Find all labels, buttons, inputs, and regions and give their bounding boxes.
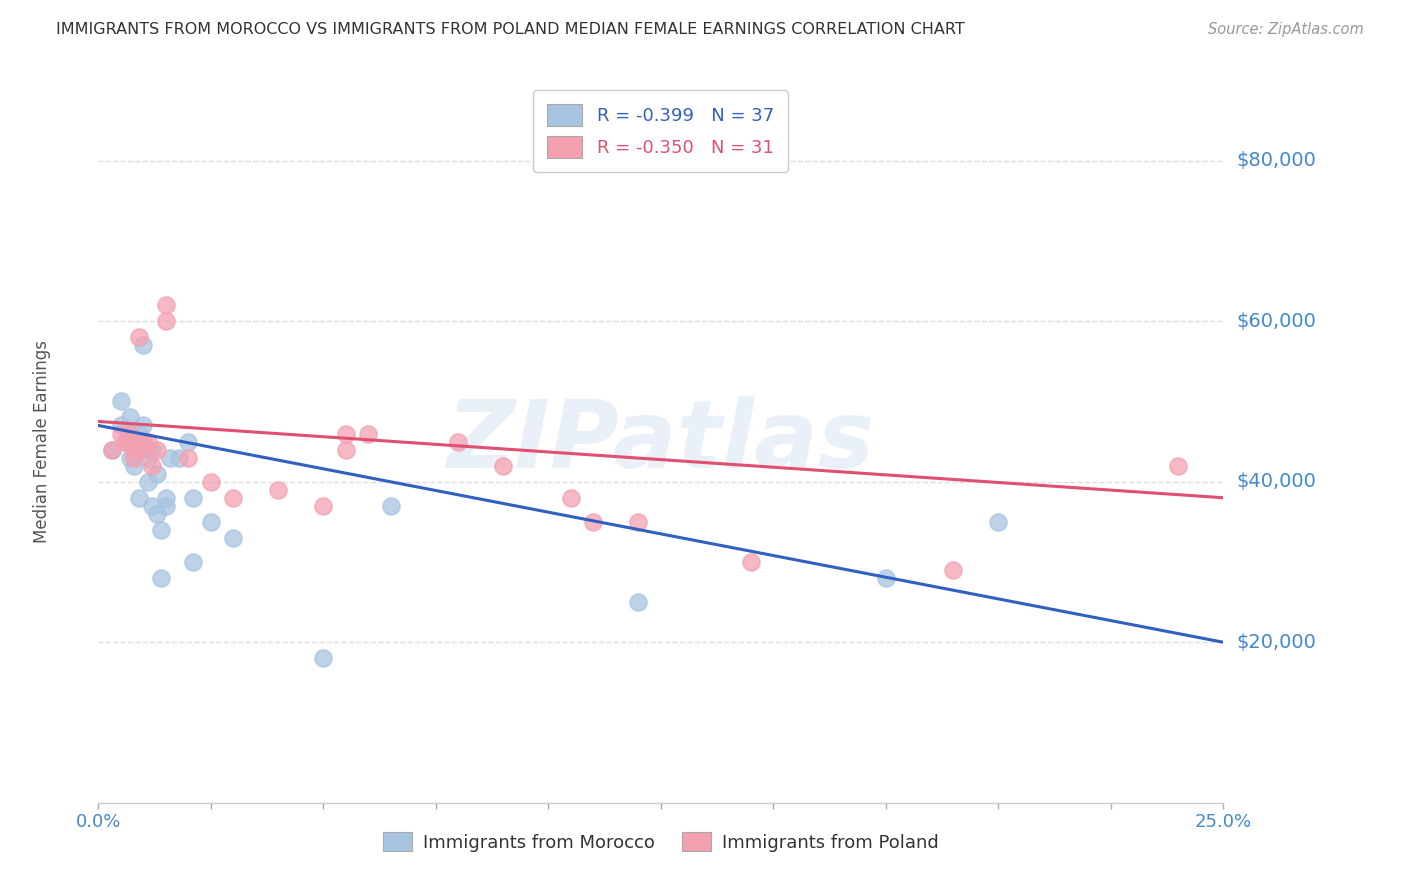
Point — [110, 394, 132, 409]
Point — [136, 475, 159, 489]
Point — [312, 499, 335, 513]
Point — [128, 426, 150, 441]
Point — [627, 595, 650, 609]
Point — [267, 483, 290, 497]
Point — [177, 434, 200, 449]
Text: $60,000: $60,000 — [1237, 311, 1316, 331]
Point — [560, 491, 582, 505]
Point — [124, 458, 146, 473]
Point — [222, 531, 245, 545]
Point — [124, 450, 146, 465]
Point — [136, 434, 159, 449]
Point — [141, 499, 163, 513]
Point — [146, 467, 169, 481]
Point — [312, 651, 335, 665]
Point — [177, 450, 200, 465]
Point — [155, 499, 177, 513]
Text: ZIPatlas: ZIPatlas — [447, 395, 875, 488]
Point — [1167, 458, 1189, 473]
Point — [141, 442, 163, 457]
Point — [146, 507, 169, 521]
Point — [132, 418, 155, 433]
Point — [200, 515, 222, 529]
Point — [155, 491, 177, 505]
Point — [942, 563, 965, 577]
Point — [128, 442, 150, 457]
Point — [114, 434, 136, 449]
Point — [124, 442, 146, 457]
Point — [200, 475, 222, 489]
Point — [101, 442, 124, 457]
Point — [447, 434, 470, 449]
Point — [118, 426, 141, 441]
Point — [118, 426, 141, 441]
Point — [118, 434, 141, 449]
Point — [875, 571, 897, 585]
Point — [987, 515, 1010, 529]
Point — [128, 330, 150, 344]
Point — [222, 491, 245, 505]
Point — [124, 442, 146, 457]
Text: Median Female Earnings: Median Female Earnings — [34, 340, 51, 543]
Point — [335, 426, 357, 441]
Point — [380, 499, 402, 513]
Point — [114, 434, 136, 449]
Legend: Immigrants from Morocco, Immigrants from Poland: Immigrants from Morocco, Immigrants from… — [375, 824, 946, 859]
Text: $20,000: $20,000 — [1237, 632, 1316, 652]
Point — [132, 338, 155, 352]
Point — [740, 555, 762, 569]
Point — [101, 442, 124, 457]
Point — [181, 555, 204, 569]
Point — [159, 450, 181, 465]
Text: $80,000: $80,000 — [1237, 151, 1316, 170]
Point — [155, 298, 177, 312]
Point — [357, 426, 380, 441]
Text: $40,000: $40,000 — [1237, 472, 1316, 491]
Point — [335, 442, 357, 457]
Point — [110, 418, 132, 433]
Text: Source: ZipAtlas.com: Source: ZipAtlas.com — [1208, 22, 1364, 37]
Point — [155, 314, 177, 328]
Point — [582, 515, 605, 529]
Point — [132, 434, 155, 449]
Point — [181, 491, 204, 505]
Point — [141, 458, 163, 473]
Point — [150, 523, 173, 537]
Point — [627, 515, 650, 529]
Point — [118, 410, 141, 425]
Point — [150, 571, 173, 585]
Point — [128, 491, 150, 505]
Point — [118, 450, 141, 465]
Text: IMMIGRANTS FROM MOROCCO VS IMMIGRANTS FROM POLAND MEDIAN FEMALE EARNINGS CORRELA: IMMIGRANTS FROM MOROCCO VS IMMIGRANTS FR… — [56, 22, 965, 37]
Point — [492, 458, 515, 473]
Point — [128, 434, 150, 449]
Point — [110, 426, 132, 441]
Point — [132, 442, 155, 457]
Point — [136, 450, 159, 465]
Point — [146, 442, 169, 457]
Point — [169, 450, 191, 465]
